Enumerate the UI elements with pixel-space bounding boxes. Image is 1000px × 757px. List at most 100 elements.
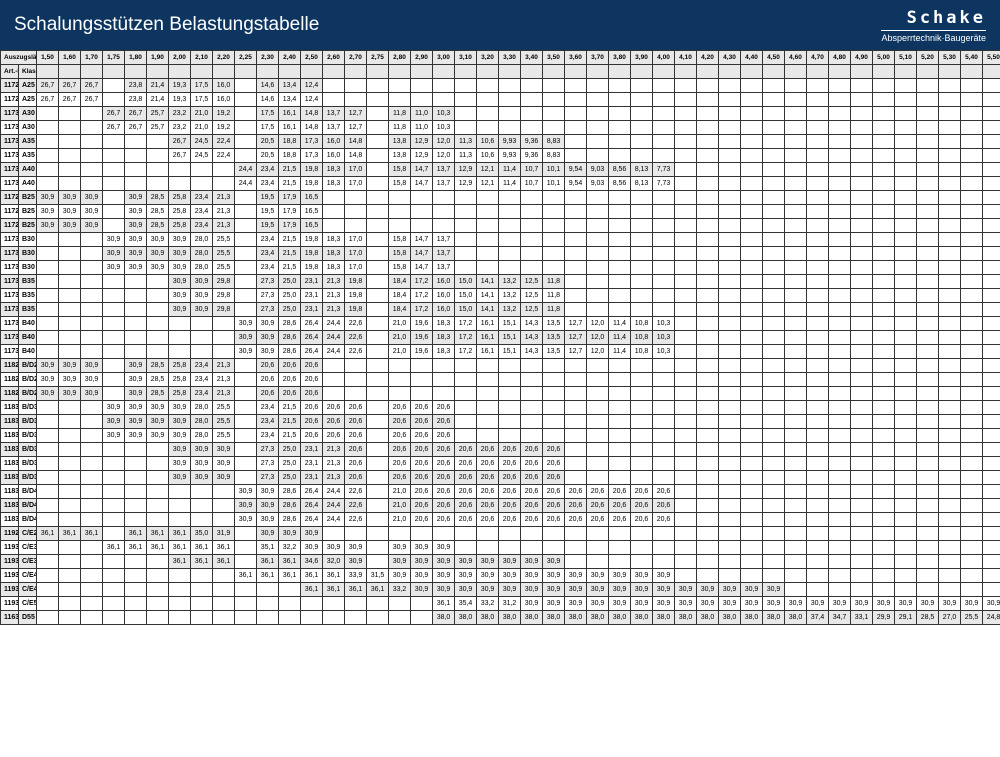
cell-value: 25,8	[169, 359, 191, 373]
cell-value	[741, 527, 763, 541]
cell-value: 30,9	[59, 373, 81, 387]
table-row: 11732IVA40 (KN)24,423,421,519,818,317,01…	[1, 177, 1000, 191]
cell-value: 13,7	[433, 247, 455, 261]
cell-value	[807, 373, 829, 387]
cell-value: 21,5	[279, 177, 301, 191]
cell-value: 32,0	[323, 555, 345, 569]
cell-value	[59, 261, 81, 275]
cell-art: 117311IV	[1, 289, 19, 303]
cell-value	[565, 527, 587, 541]
table-wrapper: Auszugslänge l [m]1,501,601,701,751,801,…	[0, 50, 1000, 625]
cell-value: 26,7	[37, 93, 59, 107]
cell-value	[785, 527, 807, 541]
cell-value: 18,3	[323, 233, 345, 247]
cell-value: 30,9	[741, 583, 763, 597]
table-row: 11729IVA25 (KN)26,726,726,723,821,419,31…	[1, 93, 1000, 107]
cell-value: 30,9	[235, 331, 257, 345]
cell-art: 11832	[1, 485, 19, 499]
cell-value	[455, 107, 477, 121]
cell-value	[37, 471, 59, 485]
cell-value	[235, 289, 257, 303]
cell-value	[477, 219, 499, 233]
table-row: 11732VB40 (KN)30,930,928,626,424,422,621…	[1, 345, 1000, 359]
cell-value	[59, 135, 81, 149]
cell-value	[37, 569, 59, 583]
cell-value: 8,56	[609, 163, 631, 177]
cell-value	[235, 415, 257, 429]
cell-value: 36,1	[301, 569, 323, 583]
cell-value	[719, 93, 741, 107]
cell-value: 38,0	[521, 611, 543, 625]
cell-value	[521, 359, 543, 373]
cell-value: 28,5	[917, 611, 939, 625]
cell-value	[829, 121, 851, 135]
cell-value	[829, 261, 851, 275]
cell-value	[719, 471, 741, 485]
length-header: 4,40	[741, 51, 763, 65]
cell-value	[675, 527, 697, 541]
cell-value	[81, 471, 103, 485]
cell-value	[37, 233, 59, 247]
cell-value	[59, 233, 81, 247]
cell-value	[147, 485, 169, 499]
cell-value	[609, 415, 631, 429]
cell-value	[191, 611, 213, 625]
cell-value	[939, 275, 961, 289]
cell-value: 30,9	[147, 429, 169, 443]
cell-value	[367, 415, 389, 429]
cell-value	[213, 597, 235, 611]
cell-value	[741, 443, 763, 457]
cell-value	[235, 373, 257, 387]
cell-value: 21,0	[389, 317, 411, 331]
cell-value: 9,93	[499, 135, 521, 149]
cell-value: 13,7	[433, 233, 455, 247]
cell-value	[367, 527, 389, 541]
cell-value: 30,9	[235, 345, 257, 359]
cell-art: 11732	[1, 163, 19, 177]
cell-value: 20,6	[609, 485, 631, 499]
cell-value: 29,8	[213, 275, 235, 289]
cell-value	[587, 457, 609, 471]
cell-value: 24,4	[323, 317, 345, 331]
cell-value	[895, 79, 917, 93]
table-row: 11832PB/D40 (KN)30,930,928,626,424,422,6…	[1, 499, 1000, 513]
cell-value: 20,6	[543, 443, 565, 457]
table-row: 11829B/D25 (KN)30,930,930,930,928,525,82…	[1, 359, 1000, 373]
cell-value	[697, 457, 719, 471]
cell-value: 30,9	[455, 555, 477, 569]
cell-value	[741, 485, 763, 499]
length-header: 2,80	[389, 51, 411, 65]
cell-value	[323, 387, 345, 401]
cell-value: 19,8	[345, 303, 367, 317]
cell-value	[103, 597, 125, 611]
cell-value	[741, 345, 763, 359]
cell-value	[147, 317, 169, 331]
cell-value: 12,7	[345, 107, 367, 121]
cell-value	[763, 79, 785, 93]
cell-value: 16,1	[279, 121, 301, 135]
cell-value	[653, 107, 675, 121]
cell-value	[389, 611, 411, 625]
cell-value	[367, 611, 389, 625]
cell-value	[675, 121, 697, 135]
cell-value: 12,0	[587, 345, 609, 359]
length-header: 4,00	[653, 51, 675, 65]
cell-value	[719, 135, 741, 149]
cell-value	[741, 429, 763, 443]
cell-value	[59, 415, 81, 429]
cell-value	[961, 513, 983, 527]
cell-value	[631, 233, 653, 247]
cell-value: 24,4	[323, 331, 345, 345]
cell-value: 30,9	[477, 555, 499, 569]
cell-value	[895, 541, 917, 555]
cell-value: 8,13	[631, 177, 653, 191]
cell-value: 30,9	[477, 583, 499, 597]
cell-value	[367, 261, 389, 275]
cell-value	[587, 555, 609, 569]
cell-value: 30,9	[103, 429, 125, 443]
cell-art: 11832V	[1, 513, 19, 527]
cell-value: 25,8	[169, 219, 191, 233]
cell-value	[785, 219, 807, 233]
cell-value	[257, 597, 279, 611]
cell-value: 36,1	[37, 527, 59, 541]
